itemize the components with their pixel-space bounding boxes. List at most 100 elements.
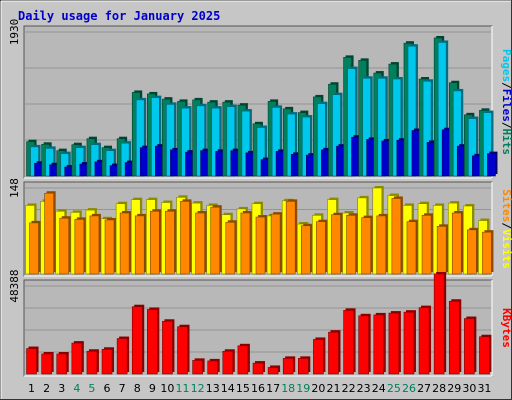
bar-kbytes-day-9 (147, 307, 160, 375)
bar-sites-day-26 (406, 219, 418, 275)
x-tick-day-12: 12 (191, 382, 205, 395)
bar-sites-day-8 (134, 213, 147, 275)
x-tick-day-23: 23 (357, 382, 371, 395)
bar-sites-day-6 (104, 217, 117, 275)
legend-sites: Sites (500, 189, 512, 222)
bar-kbytes-day-13 (207, 358, 220, 375)
x-tick-day-2: 2 (43, 382, 50, 395)
bar-sites-day-14 (225, 220, 237, 275)
bar-kbytes-day-28 (433, 271, 447, 375)
legend-pages: Pages (500, 49, 512, 82)
bar-kbytes-day-3 (56, 351, 69, 375)
bar-sites-day-11 (180, 199, 192, 275)
bar-sites-day-13 (210, 205, 222, 275)
bar-sites-day-15 (240, 210, 252, 275)
x-tick-day-4: 4 (73, 382, 80, 395)
bar-kbytes-day-11 (177, 324, 190, 375)
panel-visits_sites: 148 Sites/Visits (8, 178, 512, 277)
bar-sites-day-20 (316, 219, 328, 275)
bar-sites-day-7 (119, 210, 132, 275)
bar-sites-day-5 (89, 213, 101, 275)
x-tick-day-13: 13 (206, 382, 220, 395)
x-tick-day-10: 10 (160, 382, 174, 395)
bar-sites-day-16 (255, 215, 267, 275)
bar-sites-day-25 (391, 196, 403, 275)
bar-kbytes-day-30 (464, 316, 477, 375)
legend-separator: / (500, 82, 512, 89)
bar-kbytes-day-16 (252, 361, 265, 375)
bar-kbytes-day-7 (116, 336, 130, 375)
bar-sites-day-22 (346, 213, 358, 275)
bar-sites-day-23 (361, 215, 373, 275)
bar-kbytes-day-10 (162, 319, 175, 375)
x-tick-day-29: 29 (447, 382, 461, 395)
bar-kbytes-day-23 (358, 313, 371, 375)
x-tick-day-18: 18 (281, 382, 295, 395)
bar-kbytes-day-2 (41, 351, 54, 375)
bar-kbytes-day-26 (403, 310, 416, 375)
legend-kbytes: KBytes (500, 308, 512, 348)
bar-sites-day-31 (482, 230, 494, 275)
ymax-label: 1930 (8, 19, 21, 46)
legend-hits_files_pages: Pages/Files/Hits (500, 49, 512, 155)
x-tick-day-31: 31 (477, 382, 491, 395)
bar-kbytes-day-8 (131, 304, 145, 375)
legend-hits: Hits (500, 129, 512, 156)
x-tick-day-17: 17 (266, 382, 280, 395)
bar-kbytes-day-25 (388, 311, 401, 375)
bar-pages-day-31 (487, 151, 498, 177)
x-tick-day-24: 24 (372, 382, 386, 395)
bar-kbytes-day-20 (313, 337, 326, 375)
bar-sites-day-19 (300, 223, 313, 275)
bar-kbytes-day-27 (418, 305, 432, 375)
x-tick-day-30: 30 (462, 382, 476, 395)
bar-kbytes-day-24 (373, 312, 386, 375)
bar-kbytes-day-1 (26, 346, 39, 375)
bar-sites-day-27 (421, 213, 434, 275)
bar-sites-day-10 (165, 209, 177, 275)
legend-files: Files (500, 89, 512, 122)
bar-kbytes-day-5 (86, 349, 99, 375)
x-tick-day-28: 28 (432, 382, 446, 395)
x-tick-day-21: 21 (326, 382, 340, 395)
bar-kbytes-day-22 (343, 308, 356, 375)
ymax-label: 48388 (8, 269, 21, 302)
bar-sites-day-21 (331, 212, 343, 275)
x-tick-day-8: 8 (134, 382, 141, 395)
x-tick-day-19: 19 (296, 382, 310, 395)
bar-sites-day-1 (29, 220, 41, 275)
legend-visits_sites: Sites/Visits (500, 189, 512, 269)
bar-sites-day-3 (59, 216, 71, 275)
x-tick-day-14: 14 (221, 382, 235, 395)
bar-kbytes-day-29 (448, 299, 462, 375)
bar-sites-day-30 (467, 227, 479, 275)
x-tick-day-27: 27 (417, 382, 431, 395)
bar-kbytes-day-18 (282, 356, 296, 375)
x-tick-day-3: 3 (58, 382, 65, 395)
x-tick-day-22: 22 (342, 382, 356, 395)
bar-sites-day-2 (44, 191, 56, 275)
bar-kbytes-day-15 (237, 343, 250, 375)
x-tick-day-16: 16 (251, 382, 265, 395)
bar-sites-day-12 (195, 210, 207, 275)
x-tick-day-11: 11 (176, 382, 190, 395)
ymax-label: 148 (8, 178, 21, 198)
bar-kbytes-day-4 (71, 341, 84, 375)
legend-kbytes: KBytes (500, 308, 512, 348)
x-tick-day-20: 20 (311, 382, 325, 395)
bar-sites-day-17 (270, 212, 283, 275)
bar-kbytes-day-19 (297, 356, 311, 375)
panel-kbytes: 48388 KBytes (8, 269, 512, 377)
bar-sites-day-28 (436, 224, 449, 275)
x-tick-day-5: 5 (88, 382, 95, 395)
x-tick-day-6: 6 (104, 382, 111, 395)
bar-kbytes-day-21 (328, 330, 341, 375)
x-tick-day-1: 1 (28, 382, 35, 395)
bar-sites-day-4 (74, 217, 86, 275)
x-tick-day-15: 15 (236, 382, 250, 395)
chart-title: Daily usage for January 2025 (18, 9, 220, 23)
bar-kbytes-day-12 (192, 358, 205, 375)
bar-sites-day-24 (376, 213, 388, 275)
legend-separator: / (500, 122, 512, 129)
